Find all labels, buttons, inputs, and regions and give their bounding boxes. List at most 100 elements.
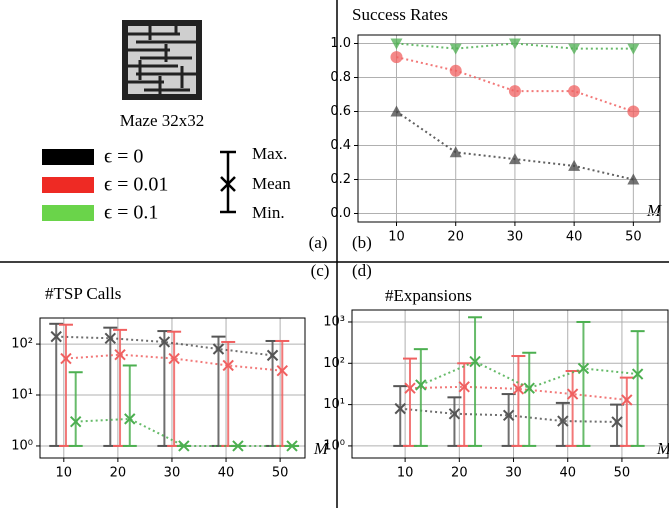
marker (469, 355, 481, 368)
x-tick-label: 30 (164, 466, 181, 481)
marker (448, 408, 461, 420)
marker (390, 51, 403, 64)
x-axis-label: M (646, 201, 662, 220)
series-line (409, 385, 627, 401)
legend-swatch (42, 149, 94, 165)
series-line (420, 360, 638, 390)
marker (114, 348, 126, 361)
marker (124, 413, 136, 425)
legend-label: ϵ = 0.1 (104, 202, 158, 224)
y-tick-label: 10² (11, 337, 33, 352)
marker (178, 440, 190, 452)
marker (404, 382, 416, 394)
chart-title: Success Rates (352, 5, 448, 24)
marker (523, 382, 535, 394)
marker (60, 352, 72, 365)
x-tick-label: 10 (56, 466, 73, 481)
x-tick-label: 30 (507, 230, 524, 245)
maze-label: Maze 32x32 (120, 111, 205, 130)
panel-label: (d) (352, 261, 372, 280)
panel-label: (a) (309, 233, 328, 252)
marker (168, 352, 180, 365)
series-line (400, 407, 618, 423)
y-tick-label: 10¹ (323, 397, 345, 412)
y-tick-label: 0.6 (330, 104, 351, 119)
marker (50, 330, 62, 343)
legend-label: ϵ = 0.01 (104, 174, 168, 196)
marker (449, 64, 462, 77)
marker (449, 146, 462, 158)
plot-frame (351, 309, 669, 459)
marker (390, 38, 403, 50)
marker (222, 359, 234, 372)
y-tick-label: 10³ (323, 314, 345, 329)
x-tick-label: 20 (451, 466, 468, 481)
marker (458, 381, 470, 393)
x-axis-label: M (313, 439, 329, 458)
chart-title: #Expansions (385, 286, 472, 305)
x-tick-label: 50 (614, 466, 631, 481)
marker (631, 368, 644, 380)
marker (502, 409, 515, 422)
y-tick-label: 10² (323, 356, 345, 371)
error-legend-label: Max. (252, 144, 287, 163)
marker (627, 105, 640, 118)
y-tick-label: 10¹ (11, 388, 33, 403)
series-line (65, 353, 283, 372)
marker (276, 365, 288, 377)
x-tick-label: 20 (110, 466, 127, 481)
legend-swatch (42, 177, 94, 193)
error-legend-icon (220, 150, 236, 214)
marker (611, 416, 623, 428)
marker (557, 415, 569, 427)
marker (568, 43, 581, 55)
marker (394, 402, 406, 415)
legend-swatch (42, 205, 94, 221)
marker (286, 440, 298, 452)
marker (415, 379, 427, 391)
marker (577, 362, 590, 375)
plot-frame (357, 34, 661, 223)
marker (449, 43, 462, 55)
x-axis-label: M (656, 439, 669, 458)
x-tick-label: 40 (559, 466, 576, 481)
x-tick-label: 10 (397, 466, 414, 481)
marker (508, 153, 521, 165)
series-line (396, 56, 634, 113)
panel-label: (b) (352, 233, 372, 252)
x-tick-label: 10 (388, 230, 405, 245)
marker (627, 43, 640, 55)
y-tick-label: 0.4 (330, 138, 351, 153)
error-legend-label: Min. (252, 203, 285, 222)
plot-frame (39, 317, 306, 459)
marker (158, 336, 171, 348)
marker (508, 38, 521, 50)
y-tick-label: 0.2 (330, 172, 351, 187)
y-tick-label: 1.0 (330, 36, 351, 51)
marker (104, 332, 117, 344)
x-tick-label: 30 (505, 466, 522, 481)
series-line (56, 335, 273, 357)
panel-label: (c) (311, 261, 330, 280)
y-tick-label: 10⁰ (323, 438, 345, 453)
series-line (75, 417, 293, 447)
marker (568, 159, 581, 171)
marker (232, 440, 244, 452)
marker (566, 388, 579, 400)
marker (627, 173, 640, 185)
marker (266, 349, 279, 362)
chart-title: #TSP Calls (45, 284, 121, 303)
y-tick-label: 0.0 (330, 206, 351, 221)
x-tick-label: 50 (625, 230, 642, 245)
legend-label: ϵ = 0 (104, 146, 143, 168)
y-tick-label: 10⁰ (11, 438, 33, 453)
marker (69, 415, 82, 428)
y-tick-label: 0.8 (330, 70, 351, 85)
marker (508, 85, 521, 98)
x-tick-label: 40 (218, 466, 235, 481)
x-tick-label: 20 (447, 230, 464, 245)
x-tick-label: 50 (272, 466, 289, 481)
marker (568, 85, 581, 98)
x-tick-label: 40 (566, 230, 583, 245)
